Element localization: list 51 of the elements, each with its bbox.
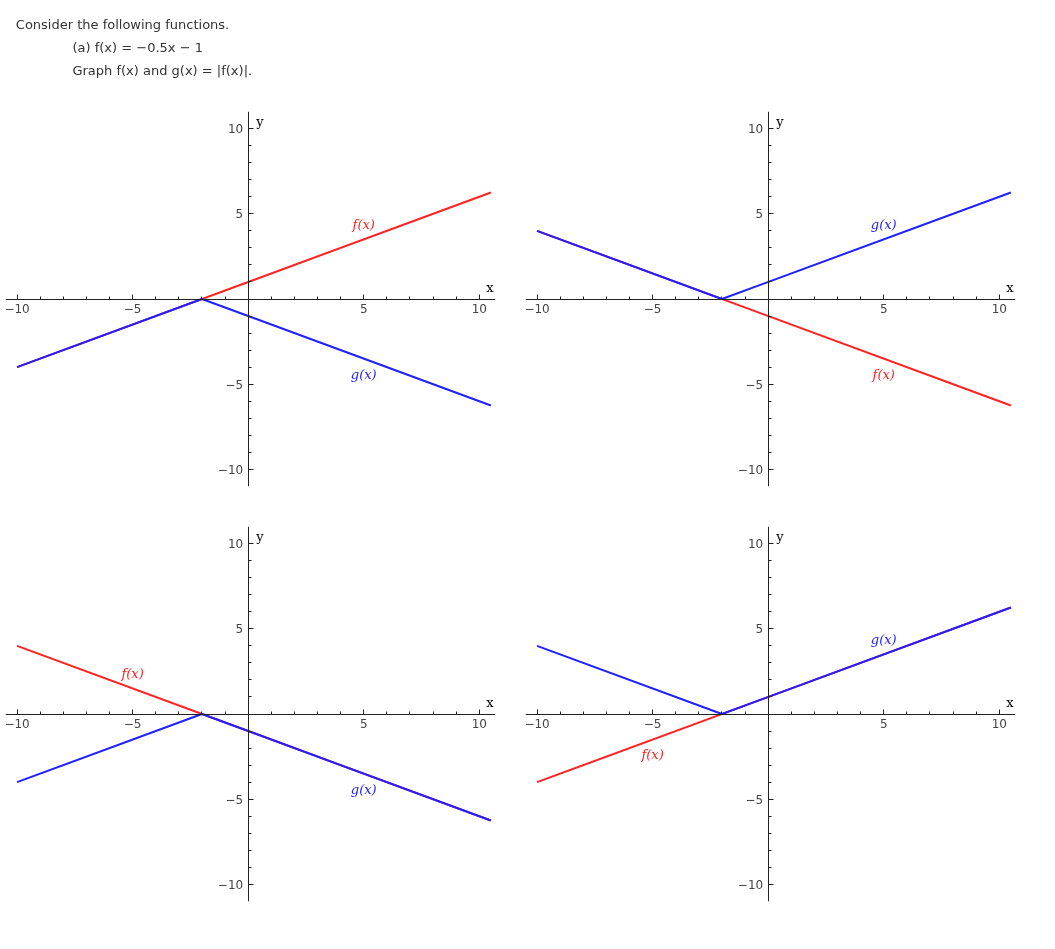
x-tick-label: 10	[991, 302, 1007, 316]
x-tick-label: −10	[4, 717, 30, 731]
x-tick-label: −5	[643, 717, 662, 731]
y-tick-label: −5	[745, 377, 764, 392]
y-axis-title: y	[775, 528, 785, 544]
text: Graph f(x) and g(x) = |f(x)|.	[72, 63, 253, 79]
series-label: g(x)	[870, 216, 897, 232]
y-tick-label: 10	[747, 537, 764, 552]
y-tick-label: 5	[235, 622, 244, 637]
x-tick-label: 5	[359, 717, 368, 731]
y-tick-label: 5	[755, 622, 764, 637]
y-tick-label: 10	[747, 122, 764, 137]
x-tick-label: 10	[471, 302, 487, 316]
x-axis-title: x	[486, 695, 495, 710]
y-axis-title: y	[255, 113, 265, 129]
series-label: g(x)	[350, 366, 377, 382]
x-tick-label: −5	[123, 717, 142, 731]
series-label: f(x)	[120, 665, 144, 681]
y-tick-label: 10	[227, 122, 244, 137]
series-label: g(x)	[350, 781, 377, 797]
y-tick-label: −10	[737, 462, 764, 477]
x-tick-label: −5	[123, 302, 142, 316]
x-axis-title: x	[1006, 695, 1015, 710]
text: Consider the following functions.	[15, 17, 230, 33]
x-tick-label: 10	[471, 717, 487, 731]
x-tick-label: −10	[4, 302, 30, 316]
y-axis-title: y	[255, 528, 265, 544]
series-label: f(x)	[640, 747, 664, 763]
x-tick-label: 5	[879, 302, 888, 316]
x-tick-label: −10	[524, 302, 550, 316]
y-tick-label: −5	[745, 792, 764, 807]
x-tick-label: 10	[991, 717, 1007, 731]
x-axis-title: x	[1006, 280, 1015, 295]
y-tick-label: −10	[217, 462, 244, 477]
y-tick-label: −10	[737, 877, 764, 892]
y-tick-label: 5	[235, 207, 244, 222]
x-tick-label: −5	[643, 302, 662, 316]
series-label: f(x)	[871, 366, 895, 382]
text: (a) f(x) = −0.5x − 1	[72, 40, 203, 56]
y-tick-label: −10	[217, 877, 244, 892]
series-label: f(x)	[351, 216, 375, 232]
y-axis-title: y	[775, 113, 785, 129]
x-axis-title: x	[486, 280, 495, 295]
x-tick-label: 5	[879, 717, 888, 731]
y-tick-label: −5	[225, 792, 244, 807]
x-tick-label: 5	[359, 302, 368, 316]
x-tick-label: −10	[524, 717, 550, 731]
y-tick-label: 5	[755, 207, 764, 222]
y-tick-label: −5	[225, 377, 244, 392]
series-label: g(x)	[870, 631, 897, 647]
y-tick-label: 10	[227, 537, 244, 552]
